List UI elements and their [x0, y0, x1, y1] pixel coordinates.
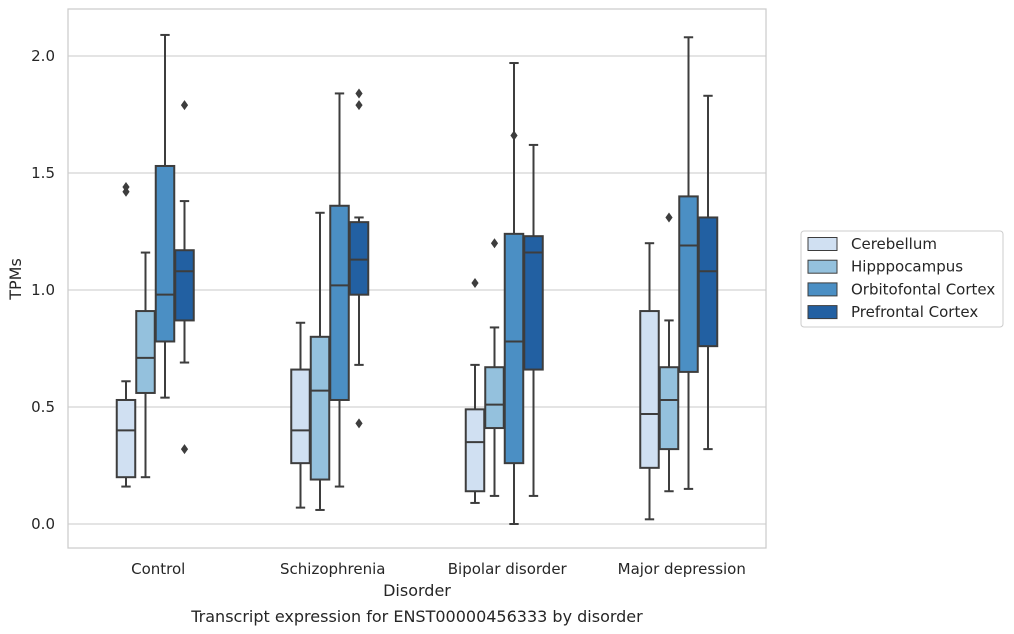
box-group: [135, 251, 156, 479]
y-tick-label: 0.5: [31, 398, 55, 416]
box-group: [484, 238, 505, 497]
y-tick-label: 2.0: [31, 47, 55, 65]
y-tick-label: 1.5: [31, 164, 55, 182]
outlier-point: [471, 277, 479, 288]
outlier-point: [355, 100, 363, 111]
box-iqr: [484, 366, 505, 430]
legend-swatch: [807, 259, 838, 274]
legend-label: Hipppocampus: [851, 258, 963, 276]
box-group: [174, 100, 195, 455]
box-iqr: [697, 216, 719, 348]
box-group: [290, 321, 311, 509]
box-iqr: [115, 398, 137, 479]
box-iqr: [503, 232, 525, 465]
outlier-point: [355, 88, 363, 99]
legend-label: Orbitofontal Cortex: [851, 280, 995, 298]
legend-frame: [800, 230, 1004, 328]
box-group: [329, 92, 350, 488]
box-iqr: [329, 204, 350, 401]
box-group: [115, 182, 137, 488]
outlier-point: [355, 418, 363, 429]
legend: Cerebellum Hipppocampus Orbitofontal Corte…: [800, 230, 1004, 328]
y-tick-label: 1.0: [31, 281, 55, 299]
box-iqr: [658, 366, 680, 451]
box-iqr: [135, 310, 156, 394]
chart-caption: Transcript expression for ENST0000045633…: [190, 607, 643, 626]
box-iqr: [464, 408, 486, 493]
x-axis-title: Disorder: [383, 581, 451, 600]
box-group: [309, 211, 331, 511]
outlier-point: [510, 130, 518, 141]
box-iqr: [678, 195, 699, 373]
legend-swatch: [807, 305, 838, 320]
plot-frame: [67, 8, 767, 549]
outlier-point: [180, 100, 189, 111]
y-tick-labels: 0.0 0.5 1.0 1.5 2.0: [31, 47, 55, 533]
box-iqr: [174, 249, 195, 322]
legend-label: Cerebellum: [851, 235, 937, 253]
legend-swatch: [807, 282, 838, 297]
x-tick-label: Bipolar disorder: [448, 560, 568, 578]
box-group: [464, 277, 486, 504]
box-series-group: [115, 33, 719, 525]
box-iqr: [290, 368, 311, 465]
x-tick-label: Control: [131, 560, 185, 578]
legend-swatch: [807, 237, 838, 251]
outlier-point: [665, 212, 673, 223]
box-iqr: [639, 310, 660, 469]
box-group: [658, 212, 680, 493]
outlier-point: [180, 444, 189, 455]
x-tick-label: Major depression: [618, 560, 746, 578]
y-tick-label: 0.0: [31, 515, 55, 533]
x-tick-label: Schizophrenia: [280, 560, 385, 578]
box-iqr: [309, 335, 331, 481]
box-group: [503, 62, 525, 525]
box-iqr: [154, 164, 176, 343]
legend-label: Prefrontal Cortex: [851, 303, 978, 321]
box-group: [678, 36, 699, 490]
box-group: [348, 88, 370, 429]
x-tick-labels: Control Schizophrenia Bipolar disorder Majo…: [131, 560, 746, 578]
box-group: [697, 94, 719, 451]
box-iqr: [523, 235, 544, 371]
box-group: [154, 33, 176, 399]
y-axis-title: TPMs: [6, 258, 25, 301]
outlier-point: [122, 182, 130, 193]
outlier-point: [490, 238, 499, 249]
box-group: [523, 143, 544, 497]
box-group: [639, 242, 660, 521]
box-iqr: [348, 221, 370, 296]
